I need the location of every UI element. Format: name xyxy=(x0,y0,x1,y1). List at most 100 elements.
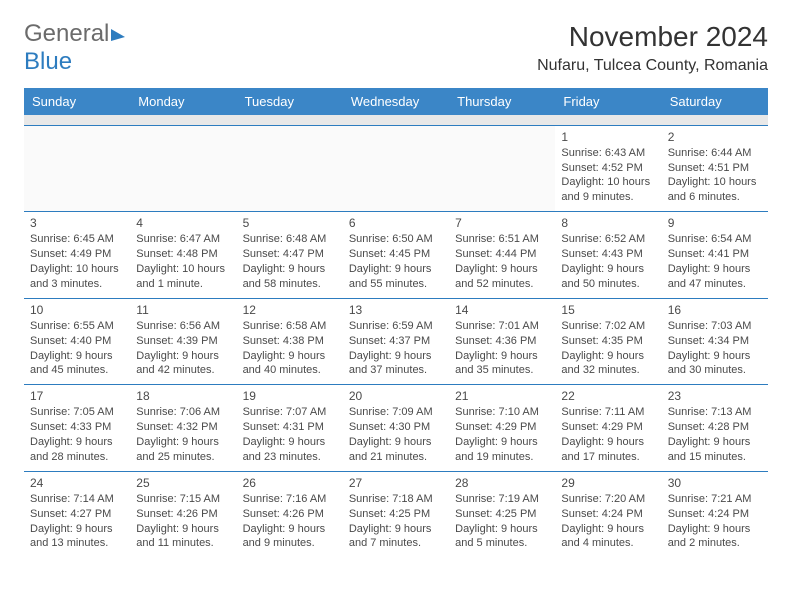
day-sunset: Sunset: 4:30 PM xyxy=(349,420,443,435)
calendar-day-cell: 1Sunrise: 6:43 AMSunset: 4:52 PMDaylight… xyxy=(555,125,661,212)
day-sunrise: Sunrise: 7:05 AM xyxy=(30,405,124,420)
weekday-header: Wednesday xyxy=(343,88,449,115)
day-number: 17 xyxy=(30,388,124,404)
day-sunset: Sunset: 4:43 PM xyxy=(561,247,655,262)
day-sunrise: Sunrise: 7:02 AM xyxy=(561,319,655,334)
day-sunset: Sunset: 4:40 PM xyxy=(30,334,124,349)
day-sunset: Sunset: 4:27 PM xyxy=(30,507,124,522)
day-sunset: Sunset: 4:36 PM xyxy=(455,334,549,349)
day-number: 5 xyxy=(243,215,337,231)
day-number: 19 xyxy=(243,388,337,404)
day-daylight: Daylight: 9 hours and 55 minutes. xyxy=(349,262,443,292)
calendar-day-cell: 28Sunrise: 7:19 AMSunset: 4:25 PMDayligh… xyxy=(449,471,555,557)
day-number: 2 xyxy=(668,129,762,145)
day-number: 15 xyxy=(561,302,655,318)
day-number: 24 xyxy=(30,475,124,491)
day-daylight: Daylight: 10 hours and 1 minute. xyxy=(136,262,230,292)
day-daylight: Daylight: 9 hours and 52 minutes. xyxy=(455,262,549,292)
weekday-header: Thursday xyxy=(449,88,555,115)
day-daylight: Daylight: 9 hours and 42 minutes. xyxy=(136,349,230,379)
day-sunrise: Sunrise: 6:58 AM xyxy=(243,319,337,334)
calendar-day-cell: 29Sunrise: 7:20 AMSunset: 4:24 PMDayligh… xyxy=(555,471,661,557)
day-number: 14 xyxy=(455,302,549,318)
day-daylight: Daylight: 10 hours and 3 minutes. xyxy=(30,262,124,292)
calendar-day-cell: 20Sunrise: 7:09 AMSunset: 4:30 PMDayligh… xyxy=(343,385,449,472)
day-daylight: Daylight: 9 hours and 50 minutes. xyxy=(561,262,655,292)
calendar-day-cell xyxy=(449,125,555,212)
calendar-day-cell: 15Sunrise: 7:02 AMSunset: 4:35 PMDayligh… xyxy=(555,298,661,385)
day-number: 22 xyxy=(561,388,655,404)
day-daylight: Daylight: 9 hours and 40 minutes. xyxy=(243,349,337,379)
day-sunrise: Sunrise: 6:56 AM xyxy=(136,319,230,334)
day-number: 26 xyxy=(243,475,337,491)
day-sunrise: Sunrise: 7:06 AM xyxy=(136,405,230,420)
weekday-header: Friday xyxy=(555,88,661,115)
day-sunrise: Sunrise: 7:16 AM xyxy=(243,492,337,507)
day-daylight: Daylight: 9 hours and 47 minutes. xyxy=(668,262,762,292)
day-daylight: Daylight: 9 hours and 9 minutes. xyxy=(243,522,337,552)
day-sunrise: Sunrise: 6:43 AM xyxy=(561,146,655,161)
title-block: November 2024 Nufaru, Tulcea County, Rom… xyxy=(537,21,768,75)
page-title: November 2024 xyxy=(537,21,768,53)
calendar-day-cell: 19Sunrise: 7:07 AMSunset: 4:31 PMDayligh… xyxy=(237,385,343,472)
calendar-day-cell: 8Sunrise: 6:52 AMSunset: 4:43 PMDaylight… xyxy=(555,212,661,299)
day-number: 20 xyxy=(349,388,443,404)
calendar-day-cell: 9Sunrise: 6:54 AMSunset: 4:41 PMDaylight… xyxy=(662,212,768,299)
day-daylight: Daylight: 9 hours and 28 minutes. xyxy=(30,435,124,465)
weekday-header: Saturday xyxy=(662,88,768,115)
calendar-day-cell: 4Sunrise: 6:47 AMSunset: 4:48 PMDaylight… xyxy=(130,212,236,299)
header: General Blue November 2024 Nufaru, Tulce… xyxy=(24,20,768,76)
calendar-day-cell: 30Sunrise: 7:21 AMSunset: 4:24 PMDayligh… xyxy=(662,471,768,557)
day-sunrise: Sunrise: 6:59 AM xyxy=(349,319,443,334)
calendar-day-cell: 22Sunrise: 7:11 AMSunset: 4:29 PMDayligh… xyxy=(555,385,661,472)
day-number: 1 xyxy=(561,129,655,145)
day-daylight: Daylight: 9 hours and 23 minutes. xyxy=(243,435,337,465)
day-sunset: Sunset: 4:26 PM xyxy=(136,507,230,522)
day-daylight: Daylight: 9 hours and 45 minutes. xyxy=(30,349,124,379)
day-sunset: Sunset: 4:25 PM xyxy=(455,507,549,522)
day-daylight: Daylight: 9 hours and 58 minutes. xyxy=(243,262,337,292)
day-sunset: Sunset: 4:29 PM xyxy=(561,420,655,435)
day-daylight: Daylight: 9 hours and 32 minutes. xyxy=(561,349,655,379)
calendar-week-row: 3Sunrise: 6:45 AMSunset: 4:49 PMDaylight… xyxy=(24,212,768,299)
day-sunrise: Sunrise: 7:03 AM xyxy=(668,319,762,334)
calendar-day-cell: 6Sunrise: 6:50 AMSunset: 4:45 PMDaylight… xyxy=(343,212,449,299)
day-sunrise: Sunrise: 6:48 AM xyxy=(243,232,337,247)
day-daylight: Daylight: 9 hours and 17 minutes. xyxy=(561,435,655,465)
day-daylight: Daylight: 10 hours and 9 minutes. xyxy=(561,175,655,205)
day-sunrise: Sunrise: 7:15 AM xyxy=(136,492,230,507)
day-sunset: Sunset: 4:41 PM xyxy=(668,247,762,262)
day-sunset: Sunset: 4:48 PM xyxy=(136,247,230,262)
day-sunset: Sunset: 4:52 PM xyxy=(561,161,655,176)
day-number: 23 xyxy=(668,388,762,404)
calendar-week-row: 10Sunrise: 6:55 AMSunset: 4:40 PMDayligh… xyxy=(24,298,768,385)
day-daylight: Daylight: 9 hours and 13 minutes. xyxy=(30,522,124,552)
day-daylight: Daylight: 9 hours and 37 minutes. xyxy=(349,349,443,379)
day-sunset: Sunset: 4:51 PM xyxy=(668,161,762,176)
calendar-day-cell: 17Sunrise: 7:05 AMSunset: 4:33 PMDayligh… xyxy=(24,385,130,472)
location-text: Nufaru, Tulcea County, Romania xyxy=(537,57,768,75)
logo: General Blue xyxy=(24,20,125,76)
day-sunset: Sunset: 4:35 PM xyxy=(561,334,655,349)
day-sunset: Sunset: 4:47 PM xyxy=(243,247,337,262)
day-number: 16 xyxy=(668,302,762,318)
day-number: 8 xyxy=(561,215,655,231)
day-number: 12 xyxy=(243,302,337,318)
day-sunrise: Sunrise: 6:51 AM xyxy=(455,232,549,247)
day-sunrise: Sunrise: 7:11 AM xyxy=(561,405,655,420)
day-sunset: Sunset: 4:45 PM xyxy=(349,247,443,262)
calendar-day-cell: 26Sunrise: 7:16 AMSunset: 4:26 PMDayligh… xyxy=(237,471,343,557)
calendar-day-cell: 11Sunrise: 6:56 AMSunset: 4:39 PMDayligh… xyxy=(130,298,236,385)
calendar-day-cell: 24Sunrise: 7:14 AMSunset: 4:27 PMDayligh… xyxy=(24,471,130,557)
calendar-day-cell: 18Sunrise: 7:06 AMSunset: 4:32 PMDayligh… xyxy=(130,385,236,472)
day-daylight: Daylight: 10 hours and 6 minutes. xyxy=(668,175,762,205)
day-sunset: Sunset: 4:38 PM xyxy=(243,334,337,349)
day-daylight: Daylight: 9 hours and 25 minutes. xyxy=(136,435,230,465)
calendar-day-cell: 27Sunrise: 7:18 AMSunset: 4:25 PMDayligh… xyxy=(343,471,449,557)
day-daylight: Daylight: 9 hours and 11 minutes. xyxy=(136,522,230,552)
calendar-body: 1Sunrise: 6:43 AMSunset: 4:52 PMDaylight… xyxy=(24,115,768,557)
day-daylight: Daylight: 9 hours and 4 minutes. xyxy=(561,522,655,552)
calendar-day-cell: 10Sunrise: 6:55 AMSunset: 4:40 PMDayligh… xyxy=(24,298,130,385)
calendar-day-cell xyxy=(343,125,449,212)
day-sunset: Sunset: 4:26 PM xyxy=(243,507,337,522)
